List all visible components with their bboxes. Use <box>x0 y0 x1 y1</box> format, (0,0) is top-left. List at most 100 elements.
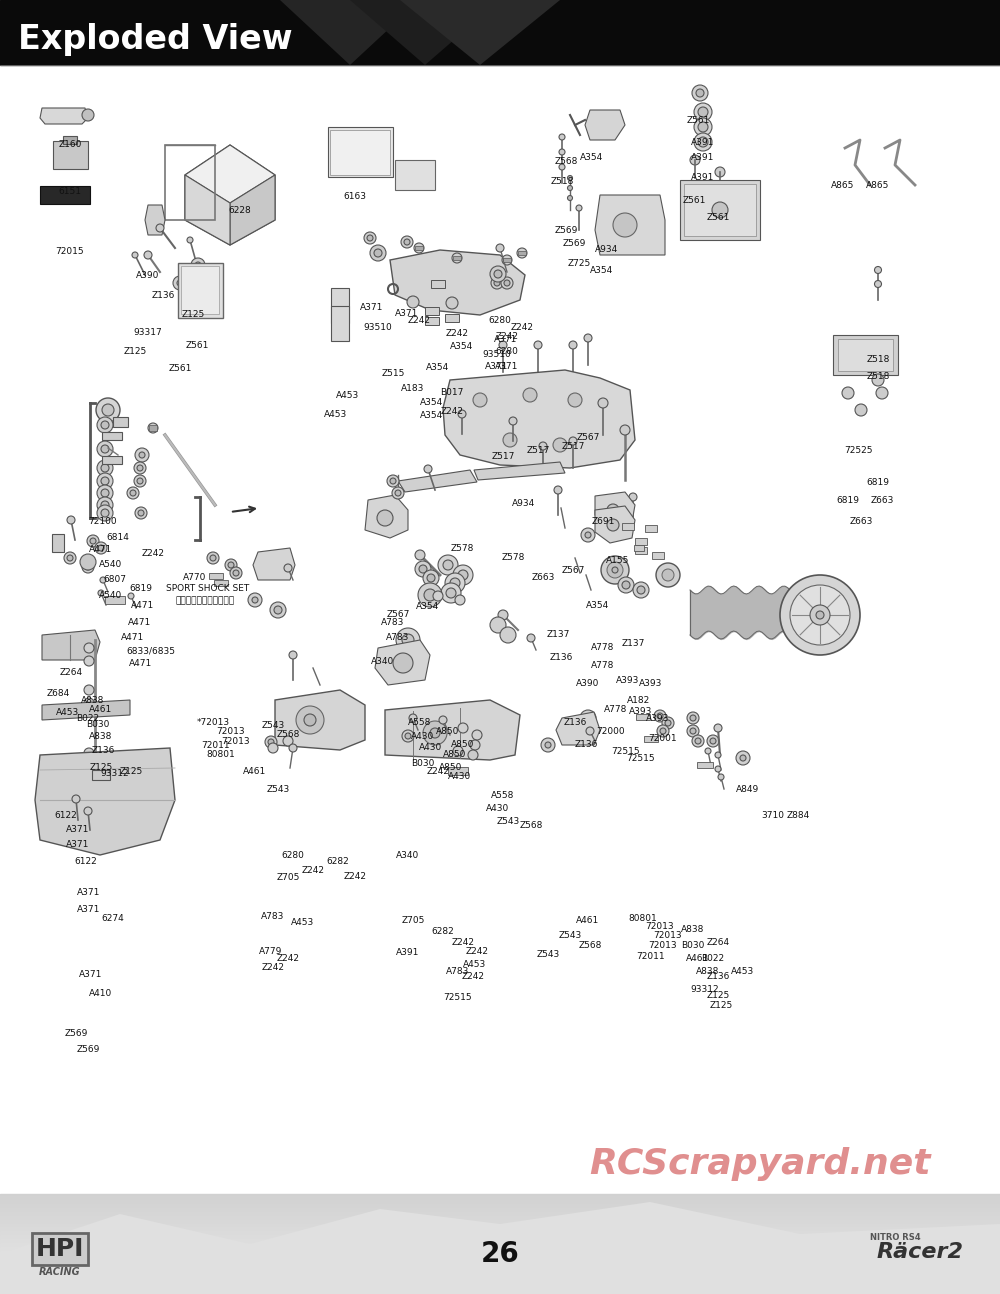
Text: Z684: Z684 <box>46 690 70 697</box>
Text: 72011: 72011 <box>637 952 665 960</box>
Circle shape <box>67 516 75 524</box>
Text: A453: A453 <box>336 392 360 400</box>
Text: A354: A354 <box>420 411 444 419</box>
Circle shape <box>134 475 146 487</box>
Text: Z125: Z125 <box>181 311 205 318</box>
Circle shape <box>132 252 138 258</box>
Circle shape <box>97 417 113 433</box>
Text: Z663: Z663 <box>531 573 555 581</box>
Text: B022: B022 <box>76 714 100 722</box>
Text: A934: A934 <box>512 499 536 507</box>
Text: 72515: 72515 <box>444 994 472 1002</box>
Circle shape <box>446 298 458 309</box>
Circle shape <box>458 723 468 732</box>
Circle shape <box>127 487 139 499</box>
Circle shape <box>374 248 382 258</box>
Bar <box>644 736 658 741</box>
Text: A453: A453 <box>324 410 348 418</box>
Circle shape <box>494 280 500 286</box>
Text: NITRO RS4: NITRO RS4 <box>870 1233 920 1242</box>
Circle shape <box>367 236 373 241</box>
Circle shape <box>438 555 458 575</box>
Text: 6807: 6807 <box>104 576 126 584</box>
Circle shape <box>607 503 619 516</box>
Text: A354: A354 <box>420 399 444 406</box>
Circle shape <box>569 342 577 349</box>
Bar <box>52 534 64 553</box>
Text: A430: A430 <box>411 732 435 740</box>
Text: Z242: Z242 <box>142 550 164 558</box>
Circle shape <box>523 388 537 402</box>
Circle shape <box>268 739 274 745</box>
Bar <box>697 762 713 769</box>
Polygon shape <box>443 370 635 468</box>
Text: Z242: Z242 <box>462 973 484 981</box>
Polygon shape <box>185 145 275 245</box>
Text: Z517: Z517 <box>561 443 585 450</box>
Text: A354: A354 <box>416 603 440 611</box>
Circle shape <box>268 743 278 753</box>
Circle shape <box>450 578 460 587</box>
Text: A371: A371 <box>395 309 419 317</box>
Circle shape <box>876 387 888 399</box>
Text: Z264: Z264 <box>706 938 730 946</box>
Circle shape <box>370 245 386 261</box>
Text: Z125: Z125 <box>706 991 730 999</box>
Text: Z568: Z568 <box>554 158 578 166</box>
Circle shape <box>470 740 480 751</box>
Circle shape <box>622 581 630 589</box>
Text: *72013: *72013 <box>196 718 230 726</box>
Text: A838: A838 <box>89 732 113 740</box>
Text: Z561: Z561 <box>706 214 730 221</box>
Circle shape <box>64 553 76 564</box>
Circle shape <box>97 459 113 476</box>
Circle shape <box>419 565 427 573</box>
Circle shape <box>405 732 411 739</box>
Text: A371: A371 <box>77 906 101 914</box>
Text: SPORT SHOCK SET: SPORT SHOCK SET <box>166 585 250 593</box>
Circle shape <box>509 417 517 424</box>
Text: スポーツショックセット: スポーツショックセット <box>175 597 235 604</box>
Bar <box>331 287 349 322</box>
Circle shape <box>101 477 109 485</box>
Bar <box>684 184 756 236</box>
Text: Z518: Z518 <box>866 356 890 364</box>
Text: Z663: Z663 <box>870 497 894 505</box>
Circle shape <box>415 550 425 560</box>
Circle shape <box>97 474 113 489</box>
Circle shape <box>144 251 152 259</box>
Circle shape <box>84 685 94 695</box>
Circle shape <box>698 122 708 132</box>
Text: 6814: 6814 <box>107 533 129 541</box>
Polygon shape <box>375 641 430 685</box>
Text: 6122: 6122 <box>75 858 97 866</box>
Text: A371: A371 <box>79 970 103 978</box>
Text: A779: A779 <box>259 947 283 955</box>
Polygon shape <box>230 175 275 245</box>
Text: Z578: Z578 <box>501 554 525 562</box>
Text: A182: A182 <box>627 696 651 704</box>
Circle shape <box>500 628 516 643</box>
Circle shape <box>496 245 504 252</box>
Circle shape <box>718 774 724 780</box>
Text: Z125: Z125 <box>123 348 147 356</box>
Text: A471: A471 <box>121 634 145 642</box>
Circle shape <box>138 510 144 516</box>
Circle shape <box>248 593 262 607</box>
Circle shape <box>696 89 704 97</box>
Bar <box>330 129 390 175</box>
Text: A838: A838 <box>696 968 720 976</box>
Circle shape <box>228 562 234 568</box>
Text: 72000: 72000 <box>597 727 625 735</box>
Text: A155: A155 <box>606 556 630 564</box>
Text: Z242: Z242 <box>452 938 475 946</box>
Text: A778: A778 <box>591 661 615 669</box>
Text: Z136: Z136 <box>563 718 587 726</box>
Bar <box>178 263 222 317</box>
Circle shape <box>135 507 147 519</box>
Text: 93510: 93510 <box>483 351 511 358</box>
Bar <box>622 523 634 529</box>
Circle shape <box>424 465 432 474</box>
Text: Z561: Z561 <box>185 342 209 349</box>
Circle shape <box>618 577 634 593</box>
